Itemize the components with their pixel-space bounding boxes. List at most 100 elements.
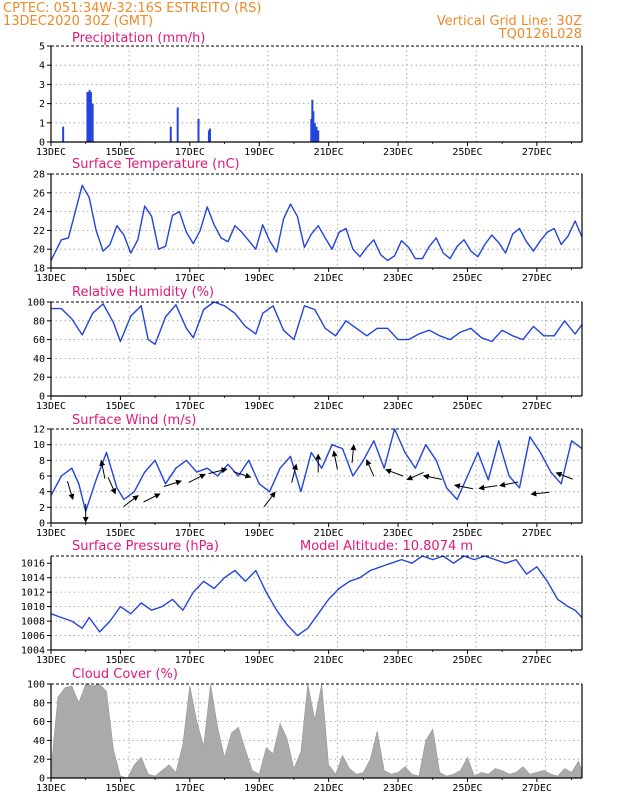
header-station: CPTEC: 051:34W-32:16S ESTREITO (RS) [3,1,261,16]
pressure-xtick-label: 27DEC [522,655,552,666]
cloud-ytick-label: 60 [33,717,45,728]
rh-line [51,301,583,345]
precip-ytick-label: 4 [39,61,45,72]
precip-bar [62,126,65,142]
precip-bar [313,122,316,142]
temp-xtick-label: 19DEC [244,273,274,284]
cloud-ytick-label: 40 [33,736,45,747]
rh-ytick-label: 60 [33,335,45,346]
pressure-xtick-label: 23DEC [383,655,413,666]
temp-xtick-label: 25DEC [452,273,482,284]
precip-bar [86,92,89,142]
pressure-xtick-label: 21DEC [314,655,344,666]
wind-xtick-label: 25DEC [452,528,482,539]
cloud-ytick-label: 100 [27,680,45,691]
header-model: TQ0126L028 [498,27,582,42]
wind-xtick-label: 17DEC [175,528,205,539]
cloud-xtick-label: 21DEC [314,783,344,794]
wind-vector-arrow [263,491,276,508]
wind-vector-arrow [331,450,338,470]
wind-vector-arrow [499,481,519,488]
wind-xtick-label: 21DEC [314,528,344,539]
rh-ytick-label: 80 [33,316,45,327]
rh-xtick-label: 15DEC [105,401,135,412]
precip-bar [208,128,211,142]
wind-xtick-label: 15DEC [105,528,135,539]
rh-title: Relative Humidity (%) [72,285,214,300]
wind-vector-arrow [365,459,375,477]
pressure-line [50,555,583,637]
precip-xtick-label: 19DEC [244,147,274,158]
cloud-ytick-label: 20 [33,755,45,766]
wind-vector-arrow [406,471,424,481]
wind-ytick-label: 0 [39,519,45,530]
wind-ytick-label: 12 [33,425,45,436]
temp-grid [51,174,582,268]
precip-bar [207,130,210,142]
wind-ytick-label: 10 [33,440,45,451]
wind-vector-arrow [233,471,252,479]
precip-title: Precipitation (mm/h) [72,31,205,46]
precip-ytick-label: 2 [39,99,45,110]
temp-title: Surface Temperature (nC) [72,157,240,172]
temp-line [50,184,583,262]
cloud-xtick-label: 19DEC [244,783,274,794]
wind-vector-arrow [107,477,117,495]
header-grid-note: Vertical Grid Line: 30Z [437,14,582,29]
wind-vector-arrow [66,480,75,501]
precip-grid [51,46,582,142]
wind-vector-arrow [143,493,161,503]
wind-grid [51,429,582,523]
temp-panel: Surface Temperature (nC) 18 20 22 24 26 28 13DE… [33,157,583,284]
precip-xtick-label: 25DEC [452,147,482,158]
temp-xtick-label: 21DEC [314,273,344,284]
precip-bar [315,126,318,142]
precip-ytick-label: 5 [39,42,45,53]
cloud-xtick-label: 23DEC [383,783,413,794]
precip-xtick-label: 13DEC [36,147,66,158]
temp-ytick-label: 18 [33,264,45,275]
pressure-xtick-label: 17DEC [175,655,205,666]
wind-vector-arrow [478,484,498,491]
cloud-panel: Cloud Cover (%) 0 20 40 60 80 100 13DEC 15DEC 17D… [27,667,583,794]
temp-ytick-label: 22 [33,226,45,237]
precip-bar [310,118,313,142]
temp-xtick-label: 13DEC [36,273,66,284]
cloud-title: Cloud Cover (%) [72,667,178,682]
wind-ytick-label: 4 [39,487,45,498]
wind-vector-arrow [350,444,357,464]
wind-vector-arrow [422,473,442,480]
precip-xtick-label: 21DEC [314,147,344,158]
wind-xtick-label: 19DEC [244,528,274,539]
precip-ytick-label: 0 [39,138,45,149]
wind-vector-arrow [291,463,298,483]
temp-xtick-label: 27DEC [522,273,552,284]
temp-ytick-label: 28 [33,170,45,181]
temp-ytick-label: 24 [33,207,45,218]
pressure-grid [51,556,582,650]
wind-xtick-label: 23DEC [383,528,413,539]
wind-ytick-label: 2 [39,503,45,514]
temp-ytick-label: 20 [33,245,45,256]
wind-vector-arrow [208,467,228,475]
rh-xtick-label: 17DEC [175,401,205,412]
pressure-ytick-label: 1012 [21,588,45,599]
pressure-ytick-label: 1010 [21,602,45,613]
precip-xtick-label: 15DEC [105,147,135,158]
header-date: 13DEC2020 30Z (GMT) [3,14,153,29]
precip-bar [91,103,94,142]
pressure-xtick-label: 25DEC [452,655,482,666]
temp-ytick-label: 26 [33,188,45,199]
cloud-xtick-label: 25DEC [452,783,482,794]
precip-bar [169,126,172,142]
pressure-xtick-label: 13DEC [36,655,66,666]
cloud-ytick-label: 80 [33,698,45,709]
wind-vector-arrow [530,490,550,497]
precip-xtick-label: 23DEC [383,147,413,158]
wind-ytick-label: 8 [39,456,45,467]
pressure-title: Surface Pressure (hPa) [72,539,219,554]
precip-bar [89,92,92,142]
pressure-ytick-label: 1008 [21,617,45,628]
